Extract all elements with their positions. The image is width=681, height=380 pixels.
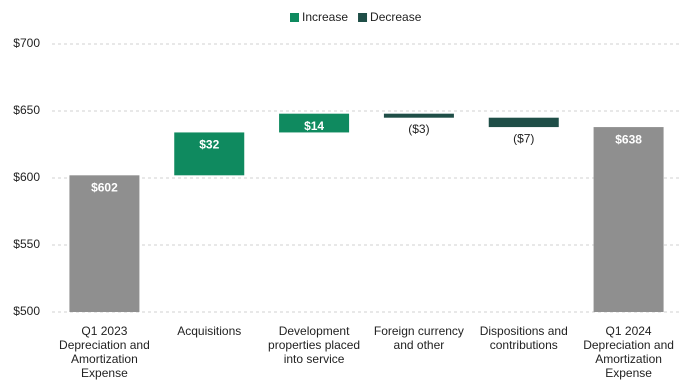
legend-swatch (358, 13, 368, 22)
bar (69, 175, 140, 312)
x-tick-label: Q1 2023 Depreciation and Amortization Ex… (59, 324, 150, 380)
bar (174, 132, 245, 176)
bar (593, 127, 664, 312)
y-tick-label: $550 (13, 237, 40, 251)
x-tick-label: Development properties placed into servi… (268, 324, 361, 366)
bar (279, 113, 350, 133)
data-label: $638 (615, 132, 642, 146)
y-tick-label: $700 (13, 36, 40, 50)
legend-label: Decrease (370, 10, 422, 24)
data-label: $32 (199, 138, 219, 152)
legend-label: Increase (302, 10, 348, 24)
bar (488, 117, 559, 128)
y-tick-label: $500 (13, 304, 40, 318)
bar (383, 113, 454, 118)
data-label: ($3) (408, 122, 429, 136)
data-label: $14 (304, 119, 324, 133)
data-label: ($7) (513, 131, 534, 145)
x-tick-label: Foreign currency and other (373, 324, 464, 352)
y-tick-label: $650 (13, 103, 40, 117)
legend-swatch (290, 13, 299, 22)
data-label: $602 (91, 180, 118, 194)
x-tick-label: Acquisitions (177, 324, 242, 338)
x-tick-label: Dispositions and contributions (479, 324, 568, 352)
y-tick-label: $600 (13, 170, 40, 184)
x-tick-label: Q1 2024 Depreciation and Amortization Ex… (583, 324, 674, 380)
